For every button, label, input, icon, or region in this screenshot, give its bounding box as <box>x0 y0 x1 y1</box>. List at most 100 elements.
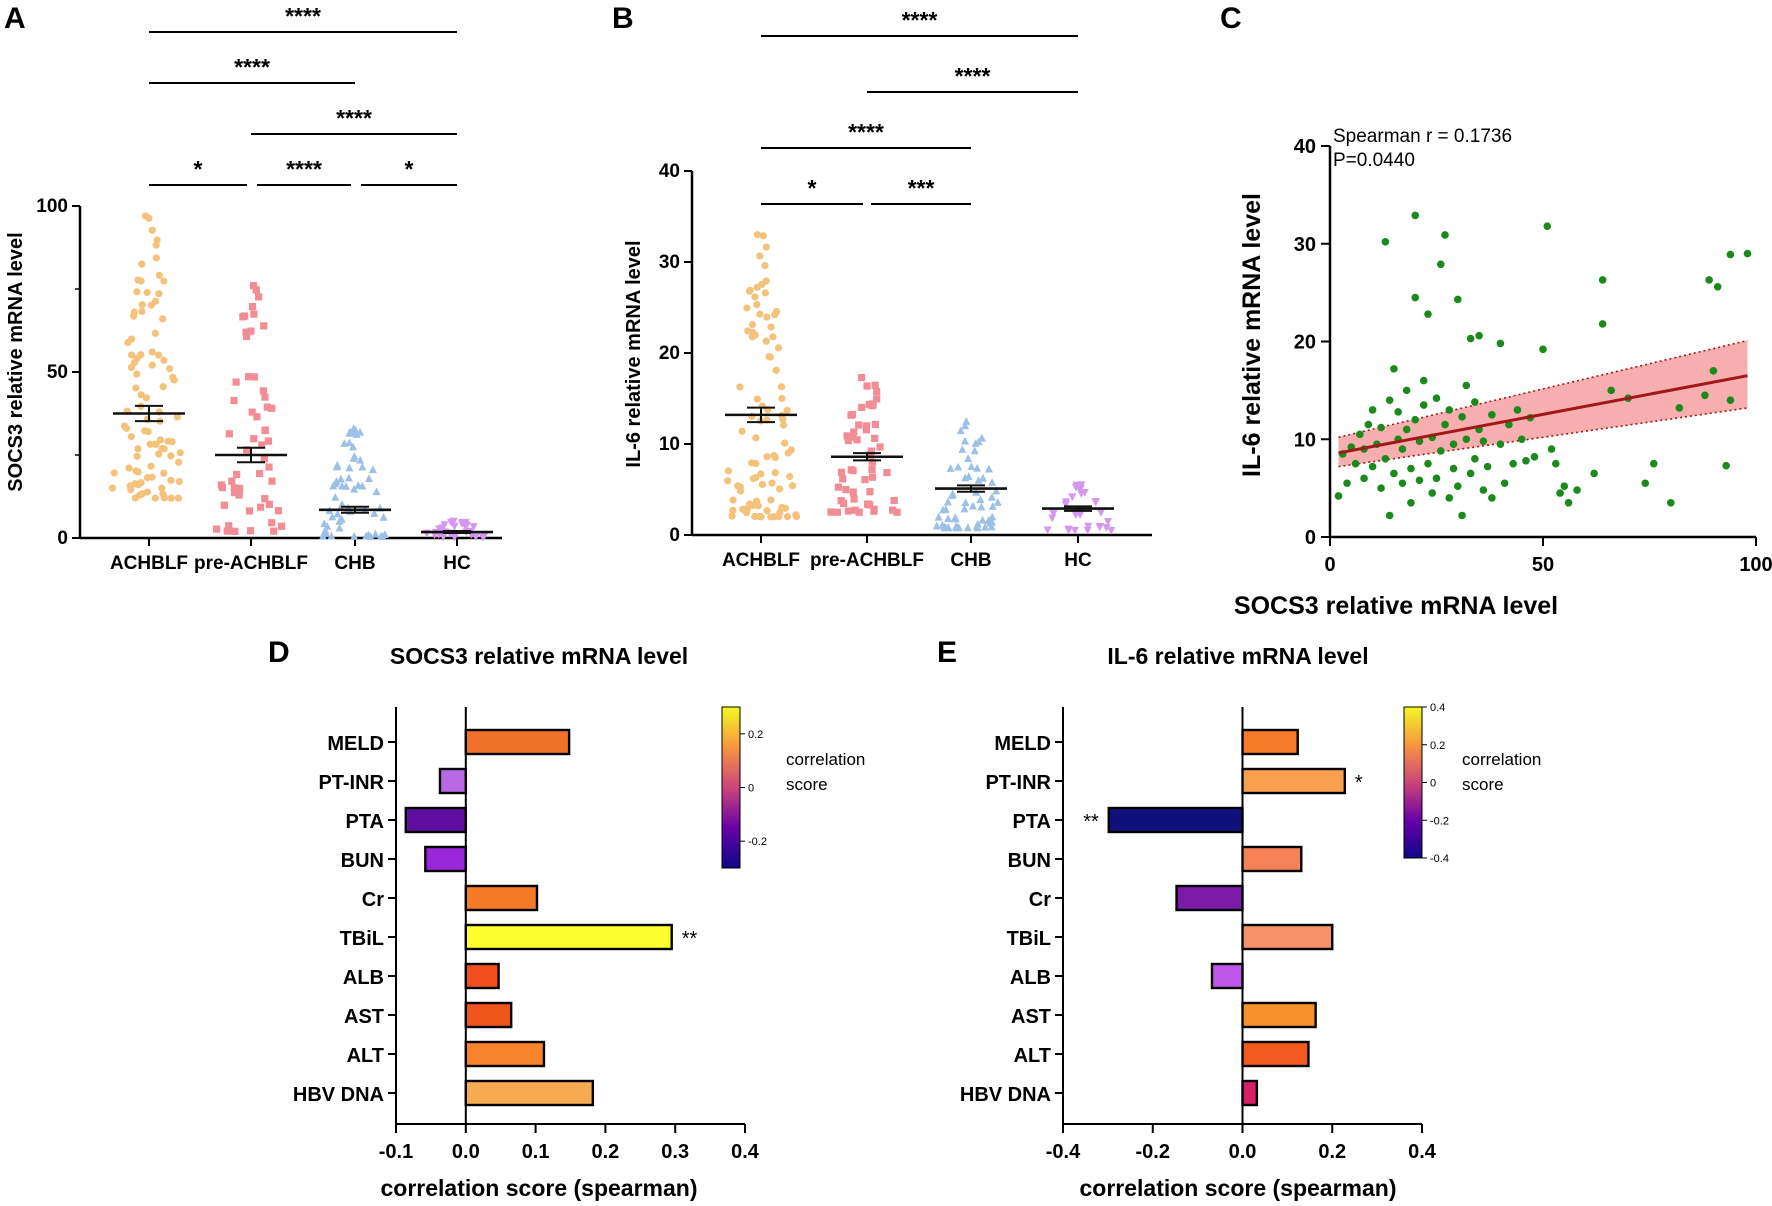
data-point <box>244 373 253 381</box>
data-point <box>751 293 759 301</box>
data-point <box>264 437 273 445</box>
data-point <box>1458 412 1466 421</box>
data-point <box>776 485 784 493</box>
data-point <box>152 254 160 262</box>
bar <box>464 884 539 912</box>
data-point <box>954 523 963 532</box>
data-point <box>724 467 733 475</box>
data-point <box>329 481 338 490</box>
data-point <box>1402 386 1411 395</box>
data-point <box>458 518 467 527</box>
data-point <box>768 479 776 487</box>
data-point <box>144 428 152 436</box>
panel-e-colorbar <box>1404 707 1422 858</box>
data-point <box>748 333 757 341</box>
data-point <box>1049 510 1058 518</box>
data-point <box>783 406 791 415</box>
category-label: MELD <box>994 733 1051 755</box>
data-point <box>777 383 786 391</box>
data-point <box>160 469 168 477</box>
y-tick-label: 20 <box>1294 332 1316 354</box>
data-point <box>133 354 141 362</box>
data-point <box>1517 435 1526 444</box>
data-point <box>125 464 133 472</box>
data-point <box>332 462 341 471</box>
data-point <box>772 366 780 374</box>
data-point <box>349 454 358 462</box>
category-label: TBiL <box>1007 928 1051 950</box>
data-point <box>973 463 982 472</box>
y-tick-label: 0 <box>57 528 68 549</box>
data-point <box>858 403 866 412</box>
bar <box>464 1040 546 1068</box>
data-point <box>345 463 354 472</box>
data-point <box>260 455 268 463</box>
data-point <box>228 477 236 485</box>
data-point <box>320 519 329 528</box>
colorbar-tick-label: 0.2 <box>1430 740 1445 752</box>
data-point <box>176 449 184 457</box>
data-point <box>1398 479 1407 488</box>
data-point <box>110 469 118 477</box>
x-tick-label: -0.2 <box>1136 1141 1170 1163</box>
data-point <box>152 440 160 449</box>
data-point <box>1496 440 1505 448</box>
data-point <box>771 453 779 462</box>
data-point <box>1483 462 1492 471</box>
bar <box>1241 728 1299 756</box>
data-point <box>763 453 771 461</box>
data-point <box>849 488 857 496</box>
significance-label: * <box>194 156 203 182</box>
x-tick-label: 0.4 <box>1408 1141 1437 1163</box>
category-label: BUN <box>1008 850 1051 872</box>
data-point <box>744 327 752 335</box>
data-point <box>332 477 341 485</box>
data-point <box>1411 415 1419 424</box>
data-point <box>147 462 155 470</box>
data-point <box>961 498 970 507</box>
data-point <box>1598 320 1607 328</box>
category-label: MELD <box>327 733 384 755</box>
data-point <box>138 301 146 309</box>
data-point <box>138 260 146 268</box>
data-point <box>868 465 876 474</box>
data-point <box>964 472 973 481</box>
data-point <box>1381 455 1390 463</box>
data-point <box>753 283 761 291</box>
data-point <box>1424 310 1432 318</box>
data-point <box>1419 401 1428 409</box>
data-point <box>148 226 156 234</box>
data-point <box>1445 494 1454 502</box>
data-point <box>752 459 760 468</box>
data-point <box>242 332 251 341</box>
category-label: ALT <box>1014 1045 1051 1067</box>
data-point <box>1466 469 1475 478</box>
data-point <box>108 484 117 492</box>
data-point <box>979 473 988 482</box>
y-tick-label: 50 <box>47 362 68 383</box>
data-point <box>954 462 963 471</box>
bar <box>1241 767 1347 795</box>
data-point <box>1351 459 1360 468</box>
significance-label: * <box>1355 772 1363 794</box>
data-point <box>246 527 255 535</box>
data-point <box>1385 396 1394 404</box>
data-point <box>253 413 261 421</box>
data-point <box>849 467 857 475</box>
data-point <box>132 384 140 392</box>
data-point <box>868 458 876 466</box>
significance-label: ** <box>1083 811 1099 833</box>
data-point <box>757 470 765 478</box>
data-point <box>142 394 151 402</box>
bar <box>1107 806 1244 834</box>
panel-c-annotation-r: Spearman r = 0.1736 <box>1333 126 1512 147</box>
significance-label: ** <box>682 928 698 950</box>
colorbar-tick-label: 0.2 <box>748 729 763 741</box>
data-point <box>435 525 444 534</box>
data-point <box>746 286 754 295</box>
data-point <box>348 442 357 451</box>
significance-label: * <box>405 156 414 182</box>
data-point <box>985 464 994 473</box>
data-point <box>1411 211 1419 220</box>
data-point <box>956 426 965 435</box>
